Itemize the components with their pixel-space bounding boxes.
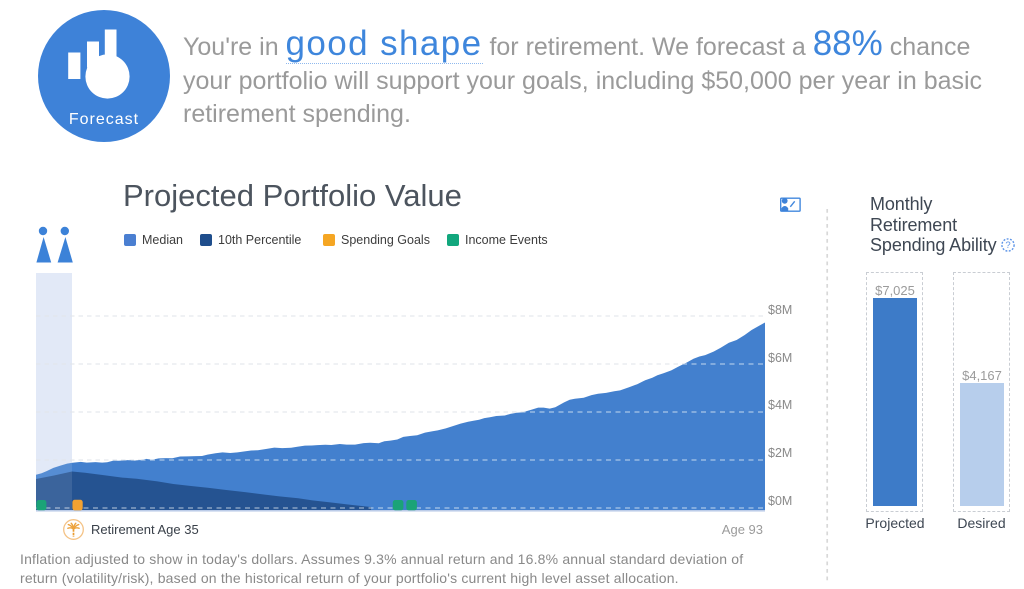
svg-text:?: ? bbox=[1006, 241, 1011, 252]
